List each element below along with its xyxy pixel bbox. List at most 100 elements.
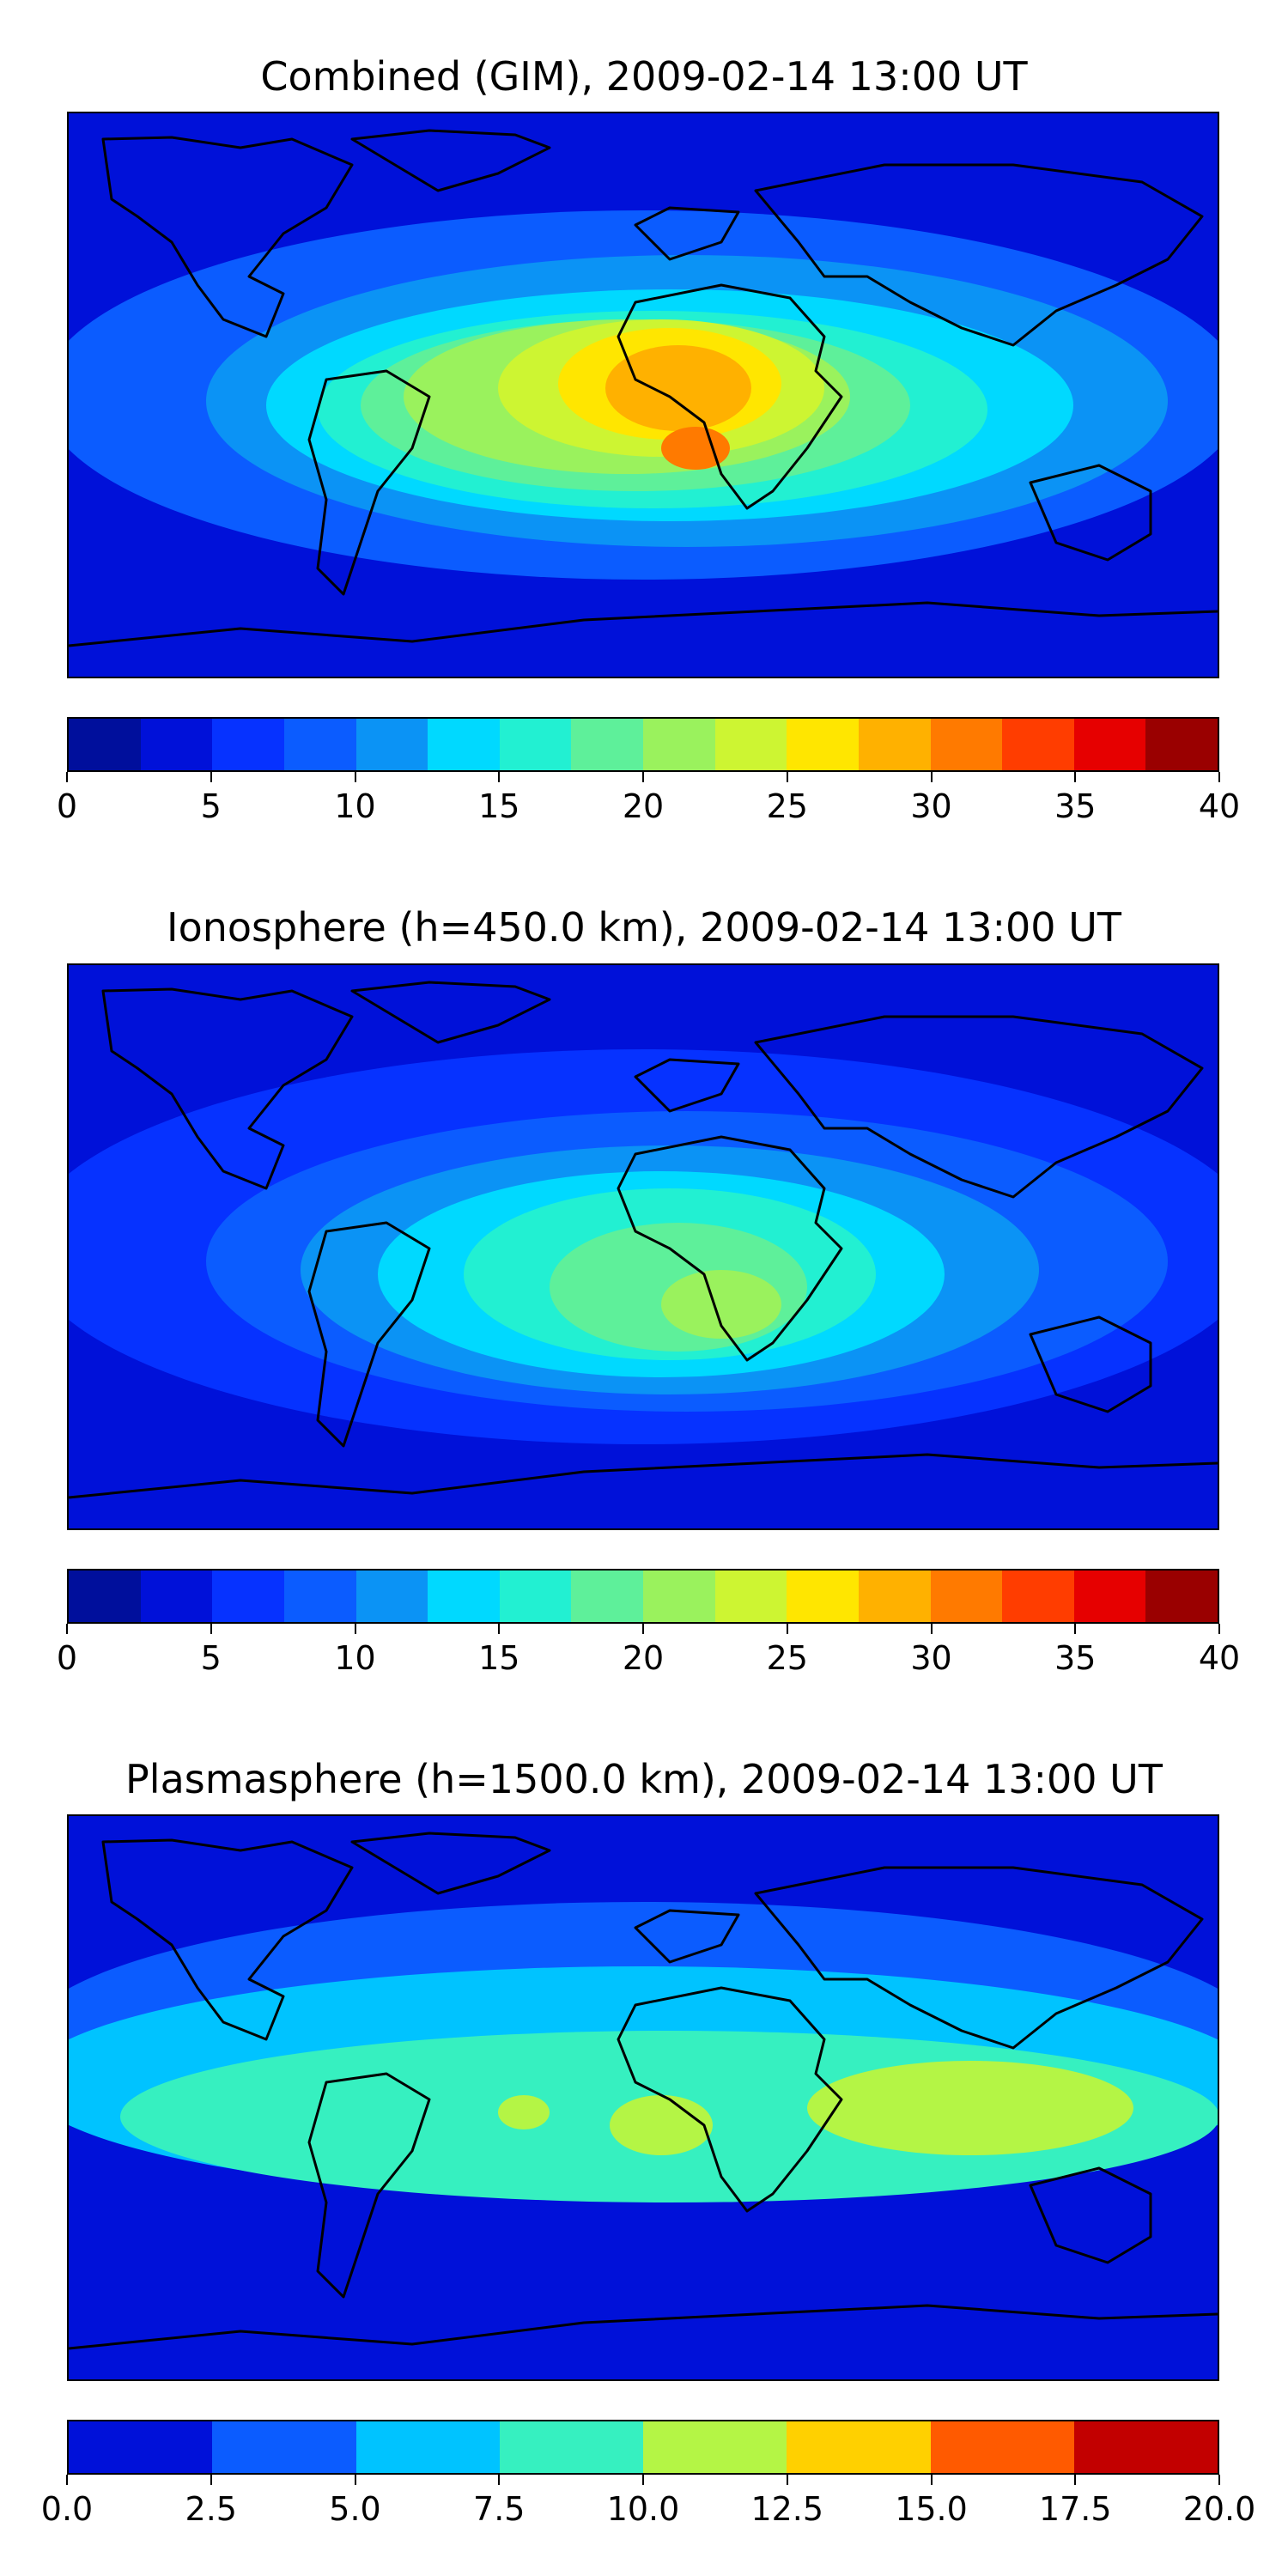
colorbar-segment-2 — [212, 719, 284, 770]
colorbar-tick-label: 5.0 — [329, 2490, 381, 2528]
colorbar-tick-mark — [642, 1624, 644, 1634]
tec-contour-band — [661, 427, 730, 470]
colorbar-tick-mark — [354, 772, 356, 782]
colorbar-tick-label: 2.5 — [185, 2490, 237, 2528]
colorbar-segment-3 — [499, 2421, 643, 2473]
colorbar-tick-label: 15 — [478, 1639, 520, 1677]
colorbar-tick-mark — [930, 1624, 933, 1634]
coastline — [754, 1015, 1204, 1199]
coastline — [101, 1838, 354, 2041]
colorbar-segment-6 — [930, 2421, 1074, 2473]
colorbar-tick-label: 17.5 — [1038, 2490, 1112, 2528]
colorbar-tick-label: 0 — [56, 1639, 78, 1677]
colorbar-segment-11 — [858, 1571, 931, 1622]
panel-2-title: Ionosphere (h=450.0 km), 2009-02-14 13:0… — [167, 904, 1121, 951]
colorbar-tick-mark — [642, 2475, 644, 2485]
coastline — [307, 369, 431, 596]
colorbar-segment-4 — [355, 1571, 428, 1622]
coastline — [307, 1221, 431, 1448]
colorbar-tick-label: 7.5 — [473, 2490, 526, 2528]
colorbar-tick-label: 40 — [1198, 787, 1241, 825]
colorbar-tick-label: 35 — [1054, 787, 1097, 825]
coastline — [1029, 1315, 1152, 1413]
panel-2-colorbar-ticks: 0 5 10 15 20 25 30 35 40 — [57, 1624, 1240, 1677]
coastline — [350, 981, 551, 1044]
panel-2-map — [67, 963, 1219, 1530]
coastline — [617, 283, 843, 510]
colorbar-segment-9 — [714, 719, 787, 770]
colorbar-tick-mark — [1218, 772, 1220, 782]
panel-3-title: Plasmasphere (h=1500.0 km), 2009-02-14 1… — [125, 1756, 1163, 1802]
colorbar-segment-9 — [714, 1571, 787, 1622]
colorbar-segment-1 — [140, 719, 213, 770]
colorbar-tick-label: 40 — [1198, 1639, 1241, 1677]
colorbar-tick-label: 15 — [478, 787, 520, 825]
colorbar-segment-3 — [283, 1571, 356, 1622]
colorbar-tick-label: 10.0 — [606, 2490, 680, 2528]
colorbar-tick-mark — [1074, 2475, 1077, 2485]
colorbar-tick-mark — [930, 2475, 933, 2485]
colorbar-segment-15 — [1145, 1571, 1218, 1622]
coastline — [754, 1866, 1204, 2050]
coastline — [1029, 464, 1152, 562]
panel-1-map — [67, 112, 1219, 678]
panel-1-tec-map — [69, 113, 1218, 677]
colorbar-segment-0 — [69, 1571, 141, 1622]
colorbar-tick-label: 15.0 — [895, 2490, 968, 2528]
colorbar-segment-1 — [140, 1571, 213, 1622]
coastline — [69, 2304, 1218, 2350]
colorbar-segment-0 — [69, 719, 141, 770]
colorbar-tick-mark — [1218, 2475, 1220, 2485]
panel-3-map — [67, 1814, 1219, 2381]
panel-1-title: Combined (GIM), 2009-02-14 13:00 UT — [260, 53, 1028, 100]
tec-contour-band — [610, 2095, 713, 2155]
coastline — [634, 1909, 740, 1964]
colorbar-tick-mark — [210, 2475, 212, 2485]
colorbar-tick-mark — [354, 2475, 356, 2485]
colorbar-tick-label: 35 — [1054, 1639, 1097, 1677]
colorbar-segment-2 — [212, 1571, 284, 1622]
colorbar-segment-6 — [499, 1571, 572, 1622]
colorbar-tick-label: 12.5 — [750, 2490, 824, 2528]
colorbar-tick-label: 5 — [200, 1639, 222, 1677]
colorbar-segment-15 — [1145, 719, 1218, 770]
colorbar-tick-mark — [1074, 1624, 1077, 1634]
colorbar-tick-label: 10 — [334, 787, 376, 825]
coastline — [617, 1135, 843, 1362]
coastline — [350, 129, 551, 192]
colorbar-segment-8 — [643, 719, 715, 770]
panel-2-colorbar — [67, 1569, 1219, 1624]
colorbar-segment-8 — [643, 1571, 715, 1622]
colorbar-tick-label: 20 — [622, 1639, 665, 1677]
colorbar-tick-label: 20 — [622, 787, 665, 825]
tec-contour-band — [605, 345, 751, 431]
colorbar-tick-label: 25 — [766, 1639, 808, 1677]
colorbar-tick-mark — [786, 2475, 788, 2485]
colorbar-tick-mark — [498, 772, 501, 782]
coastline — [754, 163, 1204, 347]
panel-3-colorbar-ticks: 0.0 2.5 5.0 7.5 10.0 12.5 15.0 17.5 20.0 — [41, 2475, 1255, 2528]
colorbar-tick-label: 10 — [334, 1639, 376, 1677]
colorbar-tick-label: 25 — [766, 787, 808, 825]
colorbar-tick-mark — [354, 1624, 356, 1634]
colorbar-tick-mark — [66, 1624, 68, 1634]
colorbar-tick-mark — [210, 1624, 212, 1634]
coastline — [350, 1832, 551, 1895]
colorbar-segment-4 — [643, 2421, 787, 2473]
coastline — [634, 1058, 740, 1113]
colorbar-tick-label: 20.0 — [1182, 2490, 1256, 2528]
coastline — [69, 1453, 1218, 1499]
colorbar-tick-label: 0 — [56, 787, 78, 825]
colorbar-tick-label: 5 — [200, 787, 222, 825]
colorbar-tick-mark — [498, 2475, 501, 2485]
colorbar-segment-6 — [499, 719, 572, 770]
colorbar-segment-7 — [571, 1571, 643, 1622]
colorbar-segment-5 — [428, 719, 500, 770]
colorbar-tick-mark — [1218, 1624, 1220, 1634]
panel-1-colorbar-ticks: 0 5 10 15 20 25 30 35 40 — [57, 772, 1240, 825]
colorbar-segment-7 — [1073, 2421, 1218, 2473]
colorbar-segment-13 — [1002, 1571, 1074, 1622]
panel-1-colorbar — [67, 717, 1219, 772]
colorbar-segment-12 — [930, 719, 1003, 770]
colorbar-tick-mark — [642, 772, 644, 782]
